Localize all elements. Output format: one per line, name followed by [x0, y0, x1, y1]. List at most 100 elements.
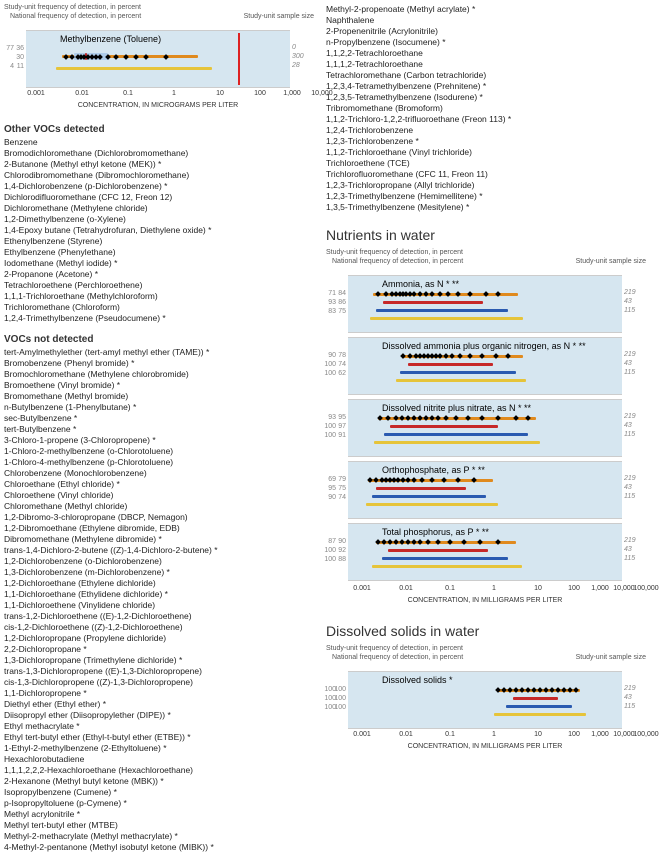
- chem-item: 1,2,3-Trichlorobenzene *: [326, 136, 646, 147]
- chem-item: 1,3,5-Trimethylbenzene (Mesitylene) *: [326, 202, 646, 213]
- chem-item: Ethenylbenzene (Styrene): [4, 236, 314, 247]
- chem-item: Dibromomethane (Methylene dibromide) *: [4, 534, 314, 545]
- xlabel: CONCENTRATION, IN MICROGRAMS PER LITER: [26, 102, 290, 109]
- chem-item: Bromodichloromethane (Dichlorobromometha…: [4, 148, 314, 159]
- chem-item: 1-Ethyl-2-methylbenzene (2-Ethyltoluene)…: [4, 743, 314, 754]
- chem-item: 2-Hexanone (Methyl butyl ketone (MBK)) *: [4, 776, 314, 787]
- chem-item: 1,1,2-Trichloro-1,2,2-trifluoroethane (F…: [326, 114, 646, 125]
- chem-item: 1,1,2-Trichloroethane (Vinyl trichloride…: [326, 147, 646, 158]
- chem-item: Ethyl methacrylate *: [4, 721, 314, 732]
- chart-header: Study-unit frequency of detection, in pe…: [4, 4, 314, 30]
- chem-item: Dichlorodifluoromethane (CFC 12, Freon 1…: [4, 192, 314, 203]
- chem-item: n-Propylbenzene (Isocumene) *: [326, 37, 646, 48]
- chem-item: sec-Butylbenzene *: [4, 413, 314, 424]
- chart-header: Study-unit frequency of detection, in pe…: [326, 249, 646, 275]
- nutrients-xaxis: CONCENTRATION, IN MILLIGRAMS PER LITER 0…: [348, 585, 622, 609]
- chem-item: 3-Chloro-1-propene (3-Chloropropene) *: [4, 435, 314, 446]
- not-detected-list: tert-Amylmethylether (tert-amyl methyl e…: [4, 347, 314, 853]
- hdr-study-unit-freq: Study-unit frequency of detection, in pe…: [326, 645, 463, 652]
- voc-chart-block: Study-unit frequency of detection, in pe…: [4, 4, 314, 114]
- chem-item: 1,3-Dichlorobenzene (m-Dichlorobenzene) …: [4, 567, 314, 578]
- chem-item: Diethyl ether (Ethyl ether) *: [4, 699, 314, 710]
- chem-item: Trichlorofluoromethane (CFC 11, Freon 11…: [326, 169, 646, 180]
- voc-panel: Methylbenzene (Toluene): [26, 30, 290, 88]
- voc-xaxis: CONCENTRATION, IN MICROGRAMS PER LITER 0…: [26, 90, 290, 114]
- hdr-study-unit-freq: Study-unit frequency of detection, in pe…: [326, 249, 463, 256]
- nutrient-panel: Total phosphorus, as P * **: [348, 523, 622, 581]
- chem-item: 1,2,3-Trimethylbenzene (Hemimellitene) *: [326, 191, 646, 202]
- chem-item: Chlorodibromomethane (Dibromochlorometha…: [4, 170, 314, 181]
- hdr-sample-size: Study-unit sample size: [576, 654, 646, 661]
- chem-item: 1,1-Dichloroethene (Vinylidene chloride): [4, 600, 314, 611]
- chem-item: 1,2,4-Trimethylbenzene (Pseudocumene) *: [4, 313, 314, 324]
- chem-item: Methyl acrylonitrile *: [4, 809, 314, 820]
- nutrients-title: Nutrients in water: [326, 227, 646, 243]
- chem-item: 1,2,4-Trichlorobenzene: [326, 125, 646, 136]
- chem-item: Trichloroethene (TCE): [326, 158, 646, 169]
- chem-item: Chlorobenzene (Monochlorobenzene): [4, 468, 314, 479]
- nutrient-panel: Dissolved ammonia plus organic nitrogen,…: [348, 337, 622, 395]
- hdr-sample-size: Study-unit sample size: [244, 13, 314, 20]
- chem-item: 1,1,1-Trichloroethane (Methylchloroform): [4, 291, 314, 302]
- chem-item: 1,4-Epoxy butane (Tetrahydrofuran, Dieth…: [4, 225, 314, 236]
- chem-item: Tetrachloromethane (Carbon tetrachloride…: [326, 70, 646, 81]
- chem-item: Methyl-2-propenoate (Methyl acrylate) *: [326, 4, 646, 15]
- chem-item: Methyl tert-butyl ether (MTBE): [4, 820, 314, 831]
- dissolved-title: Dissolved solids in water: [326, 623, 646, 639]
- chem-item: 1,3-Dichloropropane (Trimethylene dichlo…: [4, 655, 314, 666]
- chem-item: Hexachlorobutadiene: [4, 754, 314, 765]
- chem-item: tert-Butylbenzene *: [4, 424, 314, 435]
- chem-item: 1,1-Dichloroethane (Ethylidene dichlorid…: [4, 589, 314, 600]
- chem-item: 2-Butanone (Methyl ethyl ketone (MEK)) *: [4, 159, 314, 170]
- xlabel: CONCENTRATION, IN MILLIGRAMS PER LITER: [348, 597, 622, 604]
- hdr-national-freq: National frequency of detection, in perc…: [332, 258, 463, 265]
- chem-item: Tribromomethane (Bromoform): [326, 103, 646, 114]
- right-top-list: Methyl-2-propenoate (Methyl acrylate) *N…: [326, 4, 646, 213]
- chem-item: 1,2-Dichloropropane (Propylene dichlorid…: [4, 633, 314, 644]
- chem-item: 2,2-Dichloropropane *: [4, 644, 314, 655]
- chem-item: Diisopropyl ether (Diisopropylether (DIP…: [4, 710, 314, 721]
- chem-item: Ethylbenzene (Phenylethane): [4, 247, 314, 258]
- chem-item: 1,2-Dibromo-3-chloropropane (DBCP, Nemag…: [4, 512, 314, 523]
- chem-item: 1,2-Dibromoethane (Ethylene dibromide, E…: [4, 523, 314, 534]
- chem-item: Naphthalene: [326, 15, 646, 26]
- chem-item: 2-Propenenitrile (Acrylonitrile): [326, 26, 646, 37]
- chem-item: Benzene: [4, 137, 314, 148]
- chem-item: Bromomethane (Methyl bromide): [4, 391, 314, 402]
- chem-item: 1,2,3,4-Tetramethylbenzene (Prehnitene) …: [326, 81, 646, 92]
- chem-item: Bromochloromethane (Methylene chlorobrom…: [4, 369, 314, 380]
- nutrient-panel: Orthophosphate, as P * **: [348, 461, 622, 519]
- xlabel: CONCENTRATION, IN MILLIGRAMS PER LITER: [348, 743, 622, 750]
- hdr-study-unit-freq: Study-unit frequency of detection, in pe…: [4, 4, 141, 11]
- chem-item: Iodomethane (Methyl iodide) *: [4, 258, 314, 269]
- chem-item: Chloroethene (Vinyl chloride): [4, 490, 314, 501]
- chem-item: 1,2-Dichloroethane (Ethylene dichloride): [4, 578, 314, 589]
- chem-item: Methyl-2-methacrylate (Methyl methacryla…: [4, 831, 314, 842]
- chem-item: p-Isopropyltoluene (p-Cymene) *: [4, 798, 314, 809]
- chem-item: 1-Chloro-4-methylbenzene (p-Chlorotoluen…: [4, 457, 314, 468]
- hdr-national-freq: National frequency of detection, in perc…: [10, 13, 141, 20]
- dissolved-xaxis: CONCENTRATION, IN MILLIGRAMS PER LITER 0…: [348, 731, 622, 755]
- other-vocs-list: BenzeneBromodichloromethane (Dichlorobro…: [4, 137, 314, 324]
- chem-item: n-Butylbenzene (1-Phenylbutane) *: [4, 402, 314, 413]
- chem-item: 2-Propanone (Acetone) *: [4, 269, 314, 280]
- chem-item: 1,1-Dichloropropene *: [4, 688, 314, 699]
- other-vocs-title: Other VOCs detected: [4, 124, 314, 135]
- nutrient-panel: Ammonia, as N * **: [348, 275, 622, 333]
- chem-item: trans-1,4-Dichloro-2-butene ((Z)-1,4-Dic…: [4, 545, 314, 556]
- chem-item: 1,4-Dichlorobenzene (p-Dichlorobenzene) …: [4, 181, 314, 192]
- chem-item: Tetrachloroethene (Perchloroethene): [4, 280, 314, 291]
- chem-item: 1,2-Dichlorobenzene (o-Dichlorobenzene): [4, 556, 314, 567]
- dissolved-panel: Dissolved solids *: [348, 671, 622, 729]
- chem-item: Chloroethane (Ethyl chloride) *: [4, 479, 314, 490]
- chem-item: Dichloromethane (Methylene chloride): [4, 203, 314, 214]
- chart-header: Study-unit frequency of detection, in pe…: [326, 645, 646, 671]
- not-detected-title: VOCs not detected: [4, 334, 314, 345]
- chem-item: Isopropylbenzene (Cumene) *: [4, 787, 314, 798]
- chem-item: 1,2-Dimethylbenzene (o-Xylene): [4, 214, 314, 225]
- dissolved-block: Study-unit frequency of detection, in pe…: [326, 645, 646, 755]
- nutrients-block: Study-unit frequency of detection, in pe…: [326, 249, 646, 609]
- chem-item: 1,2,3-Trichloropropane (Allyl trichlorid…: [326, 180, 646, 191]
- chem-item: tert-Amylmethylether (tert-amyl methyl e…: [4, 347, 314, 358]
- chem-item: cis-1,3-Dichloropropene ((Z)-1,3-Dichlor…: [4, 677, 314, 688]
